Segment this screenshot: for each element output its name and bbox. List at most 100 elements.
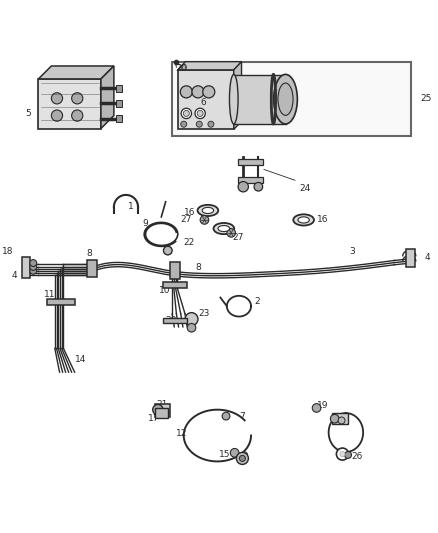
Circle shape	[196, 121, 202, 127]
Circle shape	[30, 263, 37, 270]
Text: 3: 3	[350, 247, 355, 256]
Circle shape	[185, 313, 198, 326]
Text: 21: 21	[156, 400, 168, 409]
Circle shape	[254, 182, 263, 191]
Circle shape	[227, 229, 236, 237]
Circle shape	[330, 415, 339, 423]
Bar	[163, 318, 187, 324]
Circle shape	[181, 108, 191, 118]
Ellipse shape	[293, 214, 314, 225]
Circle shape	[238, 182, 248, 192]
Text: 19: 19	[317, 401, 328, 410]
Circle shape	[336, 448, 349, 460]
Text: 17: 17	[148, 414, 159, 423]
Circle shape	[51, 93, 63, 104]
Text: 27: 27	[180, 215, 191, 223]
Text: 25: 25	[420, 94, 431, 103]
Bar	[116, 115, 122, 122]
Text: 8: 8	[196, 263, 201, 272]
Bar	[178, 70, 234, 130]
Circle shape	[208, 121, 214, 127]
Text: 26: 26	[351, 452, 362, 461]
Text: 6: 6	[201, 98, 207, 107]
Circle shape	[181, 121, 187, 127]
Circle shape	[51, 110, 63, 121]
Circle shape	[200, 216, 209, 224]
Text: 16: 16	[317, 215, 328, 224]
Text: 27: 27	[233, 233, 244, 242]
Circle shape	[180, 86, 192, 98]
Text: 16: 16	[184, 208, 196, 217]
Circle shape	[237, 453, 248, 464]
Text: 2: 2	[254, 297, 260, 306]
Circle shape	[30, 268, 37, 274]
Circle shape	[340, 451, 345, 457]
Ellipse shape	[202, 207, 214, 214]
Bar	[155, 408, 168, 418]
Bar	[163, 282, 187, 288]
Text: 3: 3	[24, 263, 30, 272]
Text: 12: 12	[176, 429, 187, 438]
Circle shape	[162, 410, 169, 417]
Circle shape	[192, 86, 204, 98]
Text: 14: 14	[74, 355, 86, 364]
Circle shape	[30, 260, 37, 266]
Bar	[234, 75, 286, 124]
Text: 1: 1	[128, 203, 134, 212]
Circle shape	[338, 417, 345, 424]
Text: 20: 20	[177, 63, 188, 72]
Bar	[47, 299, 75, 305]
Bar	[87, 260, 97, 277]
Circle shape	[195, 108, 205, 118]
Text: 10: 10	[159, 286, 171, 295]
Circle shape	[72, 93, 83, 104]
Bar	[238, 177, 263, 183]
Text: 22: 22	[183, 238, 194, 247]
Circle shape	[153, 405, 163, 415]
Text: 9: 9	[143, 219, 148, 228]
Bar	[238, 159, 263, 165]
Text: 11: 11	[44, 290, 56, 299]
Bar	[332, 413, 348, 424]
Ellipse shape	[230, 75, 238, 124]
Ellipse shape	[298, 217, 309, 223]
Circle shape	[345, 451, 351, 458]
Text: 23: 23	[198, 310, 210, 318]
Circle shape	[163, 246, 172, 255]
Text: 20: 20	[175, 63, 186, 72]
Circle shape	[203, 86, 215, 98]
Circle shape	[240, 455, 245, 462]
Text: 4: 4	[11, 271, 17, 280]
Bar	[116, 85, 122, 92]
Circle shape	[222, 412, 230, 420]
Polygon shape	[101, 66, 114, 128]
Text: 8: 8	[87, 249, 92, 258]
Circle shape	[184, 110, 189, 116]
Circle shape	[241, 452, 247, 458]
Ellipse shape	[278, 83, 293, 115]
Text: 28: 28	[165, 316, 177, 325]
Circle shape	[312, 403, 321, 412]
Bar	[172, 62, 411, 136]
Text: 18: 18	[2, 247, 14, 256]
Bar	[22, 256, 30, 278]
Bar	[406, 249, 415, 266]
Polygon shape	[39, 66, 114, 79]
Polygon shape	[234, 62, 241, 130]
Bar	[155, 403, 170, 417]
Ellipse shape	[213, 223, 234, 234]
Text: 7: 7	[239, 412, 245, 421]
Text: 5: 5	[25, 109, 31, 118]
Text: 15: 15	[219, 450, 230, 459]
Polygon shape	[178, 62, 241, 70]
Bar	[116, 100, 122, 107]
Text: 24: 24	[299, 183, 311, 192]
Bar	[170, 262, 180, 279]
Circle shape	[187, 324, 196, 332]
Circle shape	[197, 110, 203, 116]
Ellipse shape	[218, 225, 230, 231]
Ellipse shape	[274, 75, 297, 124]
Circle shape	[230, 448, 239, 457]
Bar	[39, 79, 101, 128]
Circle shape	[72, 110, 83, 121]
